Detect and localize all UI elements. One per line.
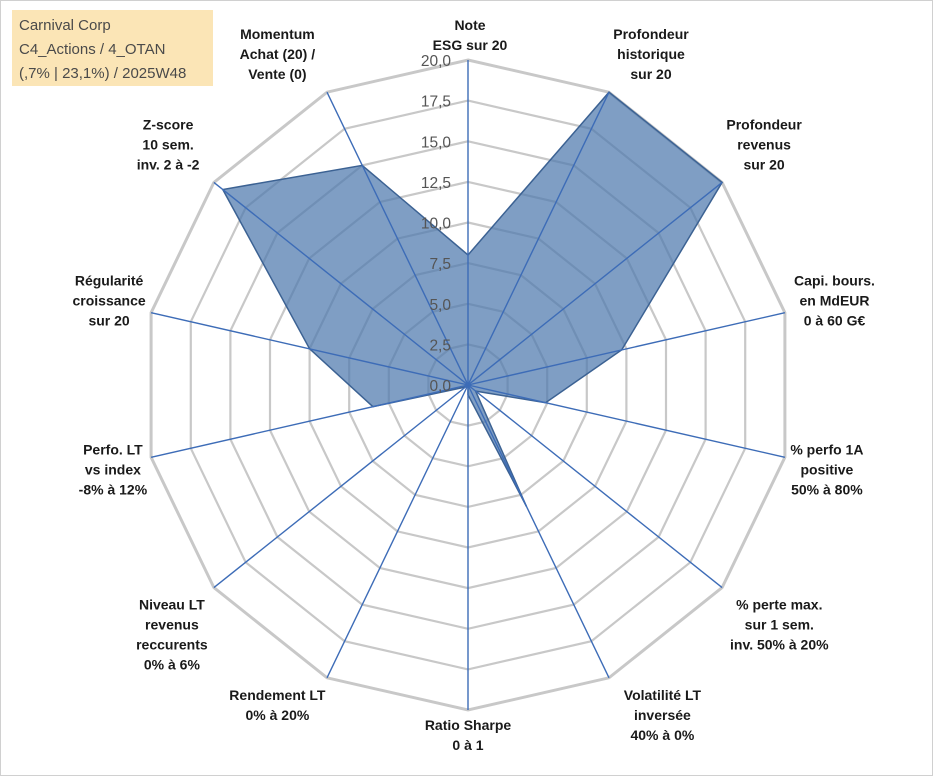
axis-label-4: % perfo 1A positive 50% à 80%	[790, 441, 863, 497]
company-name: Carnival Corp	[19, 17, 111, 34]
axis-label-9-line-2: reccurents	[136, 637, 208, 653]
axis-line-1	[467, 91, 610, 386]
axis-line-6	[467, 384, 610, 679]
tick-label-7: 17,5	[421, 94, 451, 111]
axis-label-12-line-2: inv. 2 à -2	[137, 156, 200, 172]
axis-label-6: Volatilité LT inversée 40% à 0%	[624, 687, 702, 743]
data-area	[221, 91, 724, 507]
portfolio-name: C4_Actions / 4_OTAN	[19, 41, 166, 58]
axis-label-13-line-1: Achat (20) /	[240, 46, 316, 62]
axis-label-8: Rendement LT 0% à 20%	[229, 687, 326, 723]
axis-label-11-line-1: croissance	[73, 293, 146, 309]
tick-label-1: 2,5	[429, 337, 451, 354]
axis-label-1-line-0: Profondeur	[613, 26, 689, 42]
axis-label-8-line-0: Rendement LT	[229, 687, 326, 703]
axis-line-2	[467, 181, 723, 386]
axis-label-10-line-1: vs index	[85, 461, 141, 477]
axis-label-2-line-0: Profondeur	[726, 116, 802, 132]
axis-label-9-line-0: Niveau LT	[139, 597, 205, 613]
axis-label-13-line-2: Vente (0)	[248, 66, 306, 82]
axis-label-3-line-0: Capi. bours.	[794, 273, 875, 289]
axis-label-0-line-1: ESG sur 20	[433, 37, 508, 53]
tick-label-5: 12,5	[421, 175, 451, 192]
axis-label-5: % perte max. sur 1 sem. inv. 50% à 20%	[730, 597, 829, 653]
axis-label-6-line-2: 40% à 0%	[630, 727, 694, 743]
tick-label-layer: 0,0 2,5 5,0 7,5 10,0 12,5 15,0 17,5 20,0	[421, 53, 452, 395]
axis-line-10	[150, 384, 469, 458]
tick-label-2: 5,0	[429, 297, 451, 314]
axis-label-1-line-1: historique	[617, 46, 685, 62]
info-box: Carnival Corp C4_Actions / 4_OTAN (,7% |…	[12, 10, 213, 86]
axis-label-5-line-0: % perte max.	[736, 597, 822, 613]
axis-label-0: Note ESG sur 20	[433, 17, 508, 53]
tick-label-6: 15,0	[421, 134, 452, 151]
axis-label-2-line-1: revenus	[737, 136, 791, 152]
axis-label-3-line-1: en MdEUR	[800, 293, 870, 309]
axis-label-8-line-1: 0% à 20%	[245, 707, 309, 723]
axis-label-12-line-1: 10 sem.	[142, 136, 193, 152]
axis-label-3: Capi. bours. en MdEUR 0 à 60 G€	[794, 273, 875, 329]
axis-label-11-line-2: sur 20	[88, 313, 129, 329]
axis-label-11: Régularité croissance sur 20	[73, 273, 146, 329]
axis-label-7-line-1: 0 à 1	[452, 737, 483, 753]
axis-line-12	[213, 181, 469, 386]
axis-label-6-line-0: Volatilité LT	[624, 687, 702, 703]
axis-label-13: Momentum Achat (20) / Vente (0)	[240, 26, 316, 82]
axis-label-layer: Note ESG sur 20 Profondeur historique sur 20…	[73, 17, 875, 753]
performance-summary: (,7% | 23,1%) / 2025W48	[19, 65, 187, 82]
axis-label-6-line-1: inversée	[634, 707, 691, 723]
axis-line-9	[213, 384, 469, 589]
axis-label-0-line-0: Note	[454, 17, 485, 33]
axis-label-12-line-0: Z-score	[143, 116, 194, 132]
tick-label-3: 7,5	[429, 256, 451, 273]
axis-label-5-line-2: inv. 50% à 20%	[730, 637, 829, 653]
axis-label-13-line-0: Momentum	[240, 26, 315, 42]
axis-label-3-line-2: 0 à 60 G€	[804, 313, 866, 329]
axis-label-10: Perfo. LT vs index -8% à 12%	[79, 441, 148, 497]
axis-label-2: Profondeur revenus sur 20	[726, 116, 802, 172]
data-area-layer	[221, 91, 724, 507]
tick-label-4: 10,0	[421, 216, 452, 233]
tick-label-8: 20,0	[421, 53, 452, 70]
axis-label-12: Z-score 10 sem. inv. 2 à -2	[137, 116, 200, 172]
axis-label-10-line-2: -8% à 12%	[79, 481, 148, 497]
axis-label-11-line-0: Régularité	[75, 273, 144, 289]
axis-line-13	[326, 91, 469, 386]
axis-label-5-line-1: sur 1 sem.	[745, 617, 814, 633]
axis-label-1-line-2: sur 20	[630, 66, 671, 82]
axis-label-4-line-1: positive	[800, 461, 853, 477]
axis-label-7: Ratio Sharpe 0 à 1	[425, 717, 512, 753]
axis-line-5	[467, 384, 723, 589]
axis-label-2-line-2: sur 20	[743, 156, 784, 172]
axis-label-10-line-0: Perfo. LT	[83, 441, 143, 457]
axis-label-9-line-1: revenus	[145, 617, 199, 633]
axis-label-7-line-0: Ratio Sharpe	[425, 717, 512, 733]
axis-line-11	[150, 312, 469, 386]
axis-layer	[150, 60, 786, 710]
axis-label-4-line-2: 50% à 80%	[791, 481, 863, 497]
axis-line-3	[467, 312, 786, 386]
axis-label-1: Profondeur historique sur 20	[613, 26, 689, 82]
axis-label-9: Niveau LT revenus reccurents 0% à 6%	[136, 597, 208, 673]
axis-line-4	[467, 384, 786, 458]
axis-label-4-line-0: % perfo 1A	[790, 441, 863, 457]
axis-label-9-line-3: 0% à 6%	[144, 657, 201, 673]
axis-line-8	[326, 384, 469, 679]
tick-label-0: 0,0	[429, 378, 451, 395]
